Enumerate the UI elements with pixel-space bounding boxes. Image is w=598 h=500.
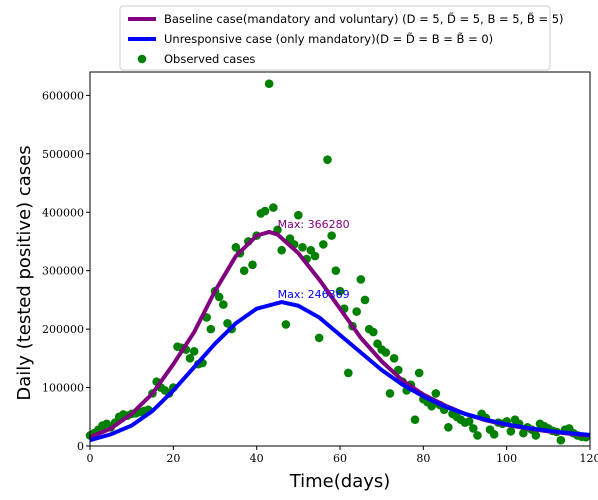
plot-area: Max: 366280 Max: 246369 (85, 79, 591, 445)
observed-point (335, 286, 345, 296)
y-tick-label: 100000 (42, 382, 84, 395)
legend: Baseline case(mandatory and voluntary) (… (119, 5, 564, 71)
observed-point (248, 260, 257, 270)
observed-point (427, 401, 436, 411)
observed-point (298, 243, 307, 252)
y-tick-label: 200000 (42, 323, 84, 336)
y-tick-label: 400000 (42, 206, 84, 219)
series-observed-points (85, 79, 591, 445)
observed-point (239, 266, 249, 275)
legend-entry-label: Observed cases (164, 52, 255, 66)
observed-point (189, 347, 199, 356)
legend-entry-label: Unresponsive case (only mandatory)(D = D… (164, 32, 493, 46)
x-tick-label: 100 (496, 452, 517, 465)
max-annotation: Max: 366280 (278, 218, 350, 231)
observed-point (385, 389, 395, 398)
x-tick-label: 60 (333, 452, 347, 465)
observed-point (473, 431, 482, 440)
observed-point (344, 368, 353, 378)
observed-point (464, 417, 474, 426)
observed-point (556, 435, 566, 445)
legend-point-marker (137, 54, 147, 64)
observed-point (185, 354, 195, 363)
observed-point (506, 427, 516, 436)
observed-point (264, 79, 274, 88)
axes: 0 20 40 60 80 100 120 0 100000 200000 300000 400000… (42, 71, 598, 465)
observed-point (469, 424, 478, 433)
max-annotation: Max: 246369 (278, 288, 350, 301)
observed-point (410, 415, 420, 425)
observed-point (369, 327, 378, 337)
observed-point (294, 210, 303, 220)
observed-point (414, 368, 424, 378)
observed-point (219, 300, 228, 309)
observed-point (214, 292, 224, 302)
x-tick-label: 120 (580, 452, 598, 465)
observed-point (444, 423, 453, 432)
x-tick-label: 20 (166, 452, 180, 465)
observed-point (360, 295, 370, 305)
x-tick-label: 0 (87, 452, 94, 465)
observed-point (277, 245, 286, 255)
y-tick-label: 500000 (42, 148, 84, 161)
x-axis-label: Time(days) (289, 471, 391, 492)
observed-point (389, 354, 399, 363)
observed-point (327, 231, 336, 240)
observed-point (281, 320, 291, 329)
observed-point (323, 155, 332, 164)
x-tick-label: 80 (416, 452, 430, 465)
legend-box (119, 5, 551, 71)
observed-point (356, 275, 366, 284)
observed-point (319, 240, 328, 249)
observed-point (269, 203, 278, 212)
y-tick-label: 0 (77, 440, 84, 453)
series-unresponsive-line (90, 300, 590, 443)
observed-point (431, 389, 441, 398)
y-tick-label: 300000 (42, 265, 84, 278)
observed-point (352, 307, 361, 316)
observed-point (310, 251, 320, 261)
y-axis-label: Daily (tested positive) cases (14, 145, 35, 400)
observed-point (314, 333, 324, 343)
observed-point (381, 348, 391, 357)
observed-point (331, 266, 341, 275)
observed-point (531, 431, 541, 440)
observed-point (489, 430, 499, 439)
observed-point (206, 324, 216, 334)
observed-point (260, 206, 270, 216)
y-tick-label: 600000 (42, 89, 84, 102)
x-tick-label: 40 (250, 452, 264, 465)
legend-entry-label: Baseline case(mandatory and voluntary) (… (164, 12, 564, 26)
